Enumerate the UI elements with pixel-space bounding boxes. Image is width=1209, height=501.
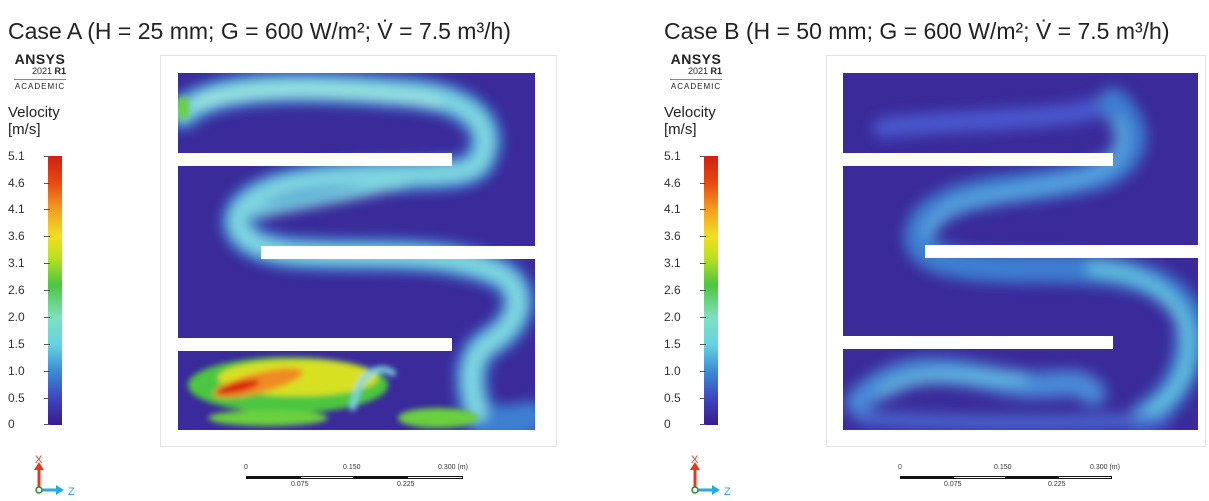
legend-tick: 4.6 bbox=[8, 176, 50, 190]
legend-tick: 1.0 bbox=[664, 364, 706, 378]
legend-tick: 2.6 bbox=[8, 283, 50, 297]
logo-release-tag: R1 bbox=[710, 66, 722, 76]
scale-label: 0.225 bbox=[1048, 481, 1066, 488]
legend-tick: 0 bbox=[8, 417, 50, 431]
legend-title-unit: [m/s] bbox=[8, 121, 41, 138]
logo-release-year: 2021 bbox=[31, 66, 52, 76]
scale-label: 0.225 bbox=[397, 481, 415, 488]
domain-frame bbox=[160, 55, 557, 447]
legend-title-unit: [m/s] bbox=[664, 121, 697, 138]
legend-tick: 0.5 bbox=[8, 391, 50, 405]
legend-tick: 4.6 bbox=[664, 176, 706, 190]
legend-title-quantity: Velocity bbox=[664, 104, 716, 121]
axis-triad: X Z bbox=[32, 454, 92, 498]
ansys-logo: ANSYS 2021 R1 ACADEMIC bbox=[670, 52, 722, 91]
scale-bar: 0 0.150 0.300 (m) 0.075 0.225 bbox=[898, 464, 1128, 494]
logo-edition: ACADEMIC bbox=[670, 79, 722, 91]
axis-triad: X Z bbox=[688, 454, 748, 498]
legend-title: Velocity [m/s] bbox=[664, 104, 716, 138]
baffle bbox=[178, 153, 452, 166]
baffle bbox=[261, 246, 535, 259]
legend-tick: 1.0 bbox=[8, 364, 50, 378]
scale-label: 0.150 bbox=[994, 464, 1012, 471]
panel-title: Case B (H = 50 mm; G = 600 W/m²; V̇ = 7.… bbox=[664, 18, 1170, 44]
baffle bbox=[843, 153, 1113, 166]
scale-label: 0.300 (m) bbox=[1090, 464, 1120, 471]
logo-brand: ANSYS bbox=[14, 51, 66, 67]
scale-label: 0.150 bbox=[343, 464, 361, 471]
baffle bbox=[925, 245, 1198, 258]
color-legend-bar bbox=[48, 156, 62, 425]
baffle bbox=[843, 336, 1113, 349]
legend-tick: 3.1 bbox=[8, 256, 50, 270]
legend-tick: 3.6 bbox=[664, 229, 706, 243]
velocity-contour-case-b bbox=[843, 73, 1198, 430]
panel-case-b: Case B (H = 50 mm; G = 600 W/m²; V̇ = 7.… bbox=[656, 0, 1209, 498]
scale-label: 0.300 (m) bbox=[438, 464, 468, 471]
legend-tick: 3.6 bbox=[8, 229, 50, 243]
legend-tick: 4.1 bbox=[8, 202, 50, 216]
logo-edition: ACADEMIC bbox=[14, 79, 66, 91]
legend-tick: 3.1 bbox=[664, 256, 706, 270]
axis-z-label: Z bbox=[68, 486, 75, 496]
contour-image bbox=[843, 73, 1198, 430]
legend-tick: 2.0 bbox=[8, 310, 50, 324]
contour-image bbox=[178, 73, 535, 430]
panel-case-a: Case A (H = 25 mm; G = 600 W/m²; V̇ = 7.… bbox=[0, 0, 600, 498]
legend-tick: 1.5 bbox=[664, 337, 706, 351]
velocity-contour-case-a bbox=[178, 73, 535, 430]
legend-tick: 5.1 bbox=[8, 149, 50, 163]
scale-bar: 0 0.150 0.300 (m) 0.075 0.225 bbox=[244, 464, 474, 494]
axis-x-label: X bbox=[35, 454, 43, 466]
baffle bbox=[178, 338, 452, 351]
axis-x-label: X bbox=[691, 454, 699, 466]
legend-tick: 1.5 bbox=[8, 337, 50, 351]
legend-tick: 2.0 bbox=[664, 310, 706, 324]
axis-z-label: Z bbox=[724, 486, 731, 496]
logo-release: 2021 R1 bbox=[14, 66, 66, 76]
logo-release: 2021 R1 bbox=[670, 66, 722, 76]
ansys-logo: ANSYS 2021 R1 ACADEMIC bbox=[14, 52, 66, 91]
legend-tick: 0.5 bbox=[664, 391, 706, 405]
scale-label: 0.075 bbox=[944, 481, 962, 488]
legend-tick: 5.1 bbox=[664, 149, 706, 163]
legend-tick: 4.1 bbox=[664, 202, 706, 216]
scale-label: 0 bbox=[898, 464, 902, 471]
color-legend-bar bbox=[704, 156, 718, 425]
legend-title-quantity: Velocity bbox=[8, 104, 60, 121]
logo-release-year: 2021 bbox=[687, 66, 708, 76]
logo-brand: ANSYS bbox=[670, 51, 722, 67]
legend-title: Velocity [m/s] bbox=[8, 104, 60, 138]
legend-tick: 2.6 bbox=[664, 283, 706, 297]
legend-tick: 0 bbox=[664, 417, 706, 431]
scale-label: 0.075 bbox=[291, 481, 309, 488]
logo-release-tag: R1 bbox=[54, 66, 66, 76]
scale-label: 0 bbox=[244, 464, 248, 471]
domain-frame bbox=[826, 55, 1206, 447]
panel-title: Case A (H = 25 mm; G = 600 W/m²; V̇ = 7.… bbox=[8, 18, 511, 44]
